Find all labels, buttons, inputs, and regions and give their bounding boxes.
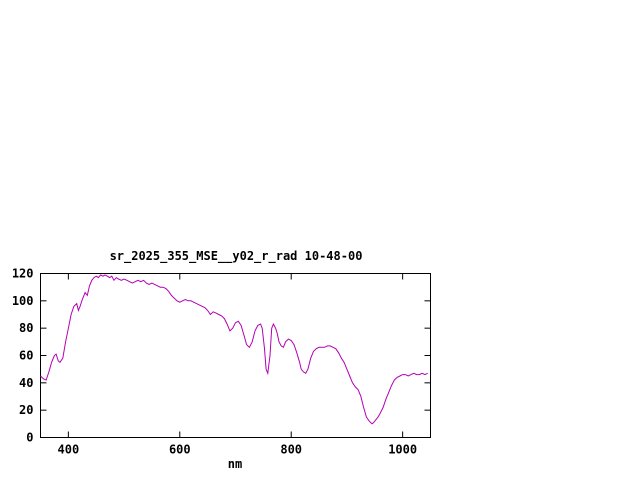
- x-tick-label: 800: [280, 443, 302, 457]
- x-tick-label: 600: [169, 443, 191, 457]
- data-series: [40, 274, 428, 425]
- y-tick-label: 100: [12, 294, 34, 308]
- y-tick-label: 120: [12, 267, 34, 281]
- spectrum-line: [40, 274, 428, 425]
- axis-ticks: 400 600 800 1000 0 20 40 60 80 100 120: [12, 267, 431, 457]
- chart-title: sr_2025_355_MSE__y02_r_rad 10-48-00: [110, 249, 363, 264]
- y-tick-label: 0: [26, 431, 33, 445]
- x-tick-label: 1000: [388, 443, 417, 457]
- plot-border: [40, 273, 431, 438]
- x-tick-label: 400: [58, 443, 80, 457]
- y-tick-label: 40: [19, 376, 33, 390]
- y-tick-label: 20: [19, 403, 33, 417]
- y-tick-label: 60: [19, 349, 33, 363]
- y-tick-label: 80: [19, 321, 33, 335]
- x-axis-label: nm: [228, 457, 242, 471]
